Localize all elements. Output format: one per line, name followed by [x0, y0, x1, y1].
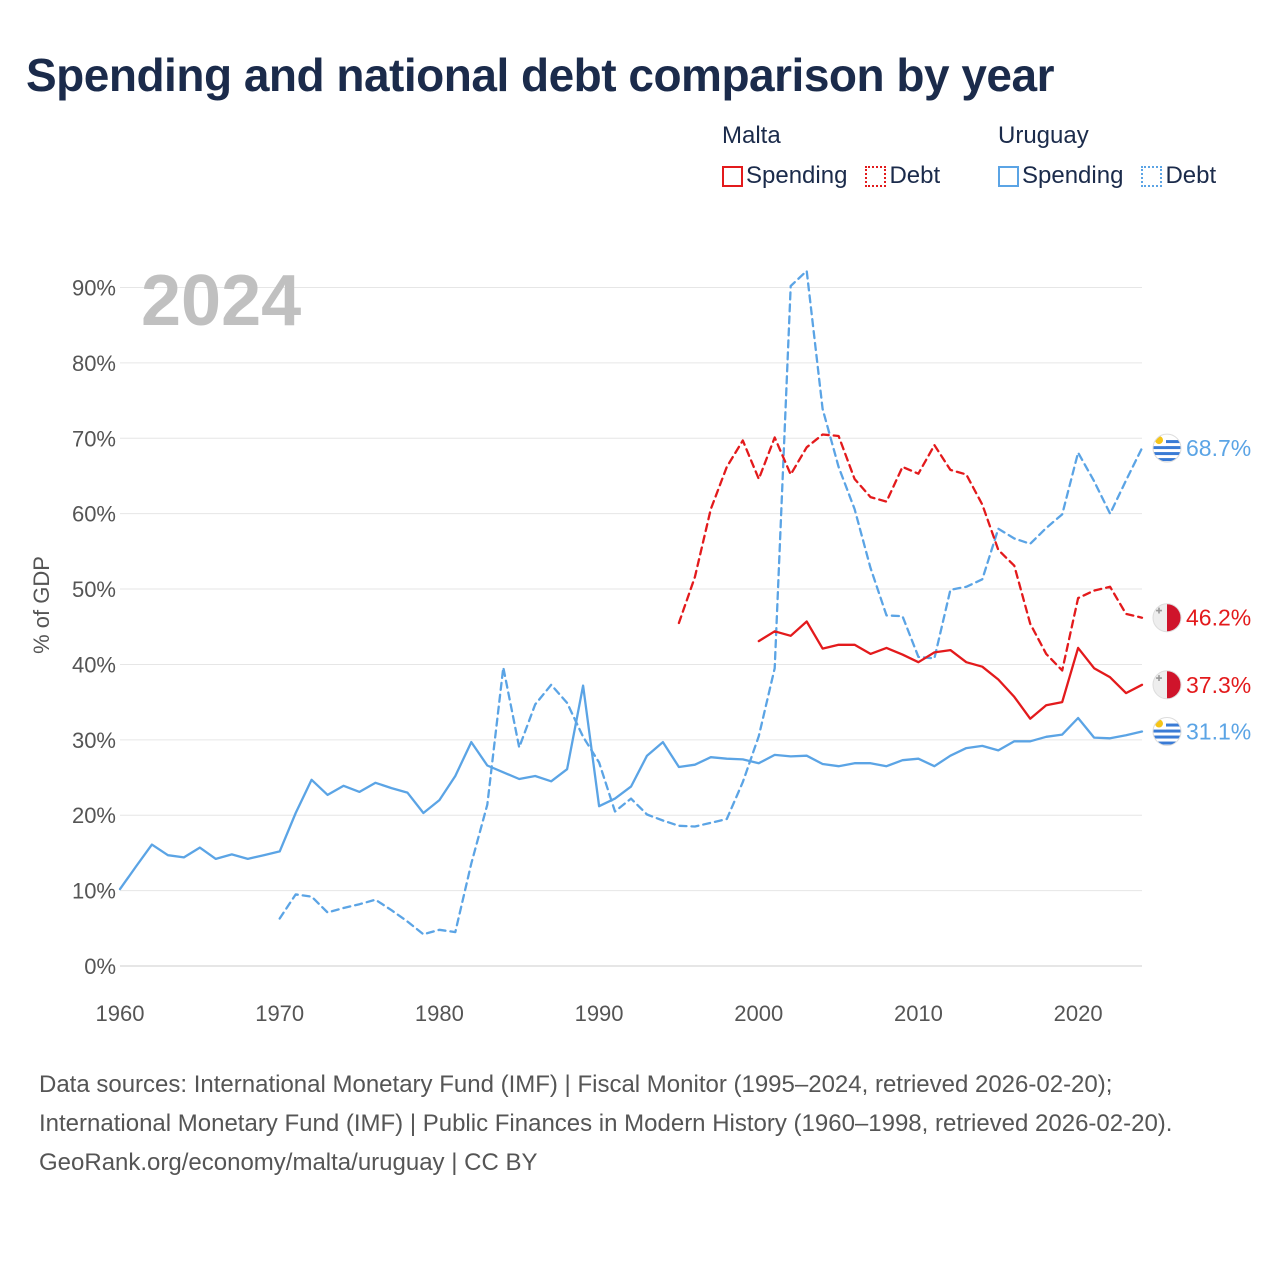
end-value-label: 37.3% — [1186, 672, 1251, 698]
flag-stripe-0 — [1153, 440, 1181, 444]
x-tick-label-2020: 2020 — [1054, 1001, 1103, 1026]
flag-white-half — [1153, 670, 1167, 699]
legend-uruguay: Uruguay Spending Debt — [998, 122, 1234, 190]
flag-body — [1153, 434, 1181, 463]
credit-link[interactable]: GeoRank.org/economy/malta/uruguay | CC B… — [39, 1149, 538, 1176]
flag-stripe-1 — [1153, 446, 1181, 450]
y-axis-title: % of GDP — [29, 556, 54, 654]
footer: Data sources: International Monetary Fun… — [39, 1065, 1239, 1182]
flag-outline — [1152, 717, 1182, 747]
x-tick-label-2010: 2010 — [894, 1001, 943, 1026]
flag-stripe-0 — [1153, 723, 1181, 727]
malta-flag-icon: ✚ — [1152, 670, 1182, 700]
flag-cross: ✚ — [1156, 674, 1163, 683]
uruguay-flag-icon — [1152, 433, 1182, 463]
uruguay-flag-icon — [1152, 717, 1182, 747]
end-value-label: 31.1% — [1186, 719, 1251, 745]
flag-sun — [1155, 436, 1163, 445]
legend-label: Debt — [1165, 162, 1217, 189]
malta-flag-icon: ✚ — [1152, 603, 1182, 633]
flag-outline — [1152, 603, 1182, 633]
end-value-label: 68.7% — [1186, 435, 1251, 461]
series-line-malta-spending — [757, 620, 1144, 720]
flag-red-half — [1167, 670, 1181, 699]
flag-cross: ✚ — [1156, 607, 1163, 616]
flag-stripe-1 — [1153, 729, 1181, 733]
legend-uruguay-debt[interactable]: Debt — [1141, 162, 1216, 190]
legend-malta-spending[interactable]: Spending — [722, 162, 847, 190]
y-tick-label: 70% — [72, 426, 116, 451]
y-tick-label: 90% — [72, 276, 116, 301]
end-value-label: 46.2% — [1186, 605, 1251, 631]
series-line-uruguay-debt — [278, 269, 1144, 936]
year-watermark: 2024 — [141, 261, 301, 341]
y-tick-label: 10% — [72, 879, 116, 904]
flag-red-half — [1167, 603, 1181, 632]
y-tick-label: 0% — [84, 954, 116, 979]
legend-label: Debt — [889, 162, 941, 189]
legend-country-uruguay: Uruguay — [998, 122, 1089, 149]
legend-swatch-solid — [722, 165, 743, 187]
y-tick-label: 40% — [72, 652, 116, 677]
legend-label: Spending — [746, 162, 848, 189]
legend-swatch-solid — [998, 165, 1019, 187]
flag-stripe-2 — [1153, 735, 1181, 739]
flag-stripe-3 — [1153, 458, 1181, 462]
data-sources-note: Data sources: International Monetary Fun… — [39, 1071, 1173, 1137]
x-tick-label-1970: 1970 — [255, 1001, 304, 1026]
chart-title: Spending and national debt comparison by… — [26, 49, 1055, 101]
x-tick-label-1990: 1990 — [575, 1001, 624, 1026]
legend-malta: Malta Spending Debt — [722, 122, 958, 190]
y-tick-label: 30% — [72, 728, 116, 753]
flag-stripe-2 — [1153, 452, 1181, 456]
legend-swatch-dotted — [1141, 165, 1163, 187]
y-tick-label: 20% — [72, 803, 116, 828]
x-tick-label-2000: 2000 — [734, 1001, 783, 1026]
x-tick-label-1980: 1980 — [415, 1001, 464, 1026]
y-tick-label: 50% — [72, 577, 116, 602]
legend-uruguay-spending[interactable]: Spending — [998, 162, 1123, 190]
x-tick-label-1960: 1960 — [96, 1001, 145, 1026]
legend-label: Spending — [1022, 162, 1124, 189]
flag-sun — [1155, 719, 1163, 728]
flag-body: ✚ — [1153, 603, 1181, 632]
flag-outline — [1152, 670, 1182, 700]
flag-outline — [1152, 433, 1182, 463]
flag-white-half — [1153, 603, 1167, 632]
flag-stripe-3 — [1153, 741, 1181, 745]
legend-swatch-dotted — [865, 165, 887, 187]
line-chart: 2024 0% 10% 20% 30% 40% 50% 60% 70% 80% 90% 1960 197… — [29, 261, 1251, 1026]
series-line-uruguay-spending — [118, 684, 1144, 891]
y-tick-label: 60% — [72, 502, 116, 527]
series-line-malta-debt — [677, 433, 1144, 672]
flag-body: ✚ — [1153, 670, 1181, 699]
legend-country-malta: Malta — [722, 122, 781, 149]
legend-malta-debt[interactable]: Debt — [865, 162, 940, 190]
y-tick-label: 80% — [72, 351, 116, 376]
